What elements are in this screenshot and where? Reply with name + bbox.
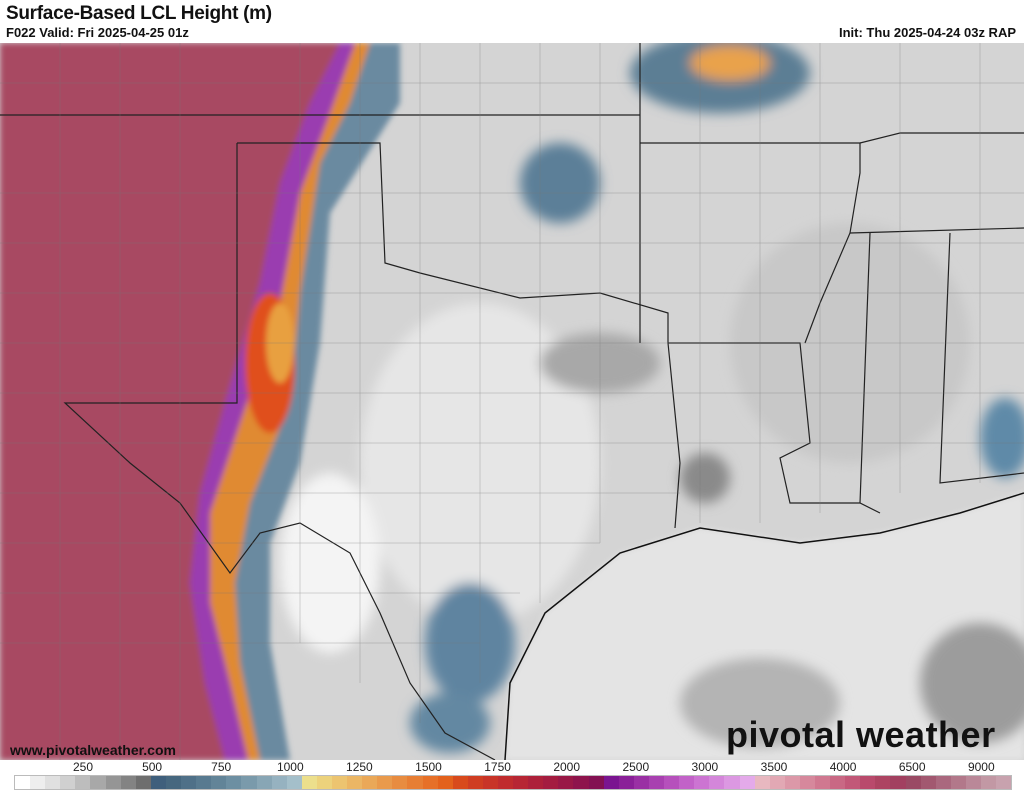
colorbar-swatch	[301, 776, 317, 789]
colorbar-label: 250	[72, 760, 94, 774]
colorbar-swatch	[920, 776, 936, 789]
pivotal-weather-logo: pivotal weather	[726, 714, 996, 755]
colorbar-swatch	[331, 776, 348, 789]
colorbar-label: 1000	[276, 760, 304, 774]
colorbar-label: 2000	[553, 760, 581, 774]
colorbar-swatch	[75, 776, 91, 789]
colorbar-label: 2500	[622, 760, 650, 774]
colorbar-label: 3500	[760, 760, 788, 774]
colorbar-swatch	[935, 776, 951, 789]
colorbar-swatch	[90, 776, 106, 789]
colorbar-swatch	[664, 776, 680, 789]
map-title: Surface-Based LCL Height (m)	[6, 3, 272, 24]
colorbar-swatch	[633, 776, 649, 789]
colorbar-swatch	[165, 776, 182, 789]
colorbar-swatch	[588, 776, 604, 789]
colorbar-swatch	[709, 776, 725, 789]
colorbar-swatch	[694, 776, 710, 789]
init-time: Init: Thu 2025-04-24 03z RAP	[839, 25, 1016, 40]
colorbar-swatch	[528, 776, 544, 789]
colorbar-label: 3000	[691, 760, 719, 774]
colorbar-swatch	[392, 776, 408, 789]
colorbar-swatch	[679, 776, 695, 789]
colorbar-swatch	[15, 776, 31, 789]
colorbar-label: 1750	[484, 760, 511, 774]
colorbar-swatch	[45, 776, 61, 789]
colorbar-swatch	[558, 776, 574, 789]
colorbar-swatch	[860, 776, 876, 789]
colorbar-swatch	[60, 776, 76, 789]
colorbar-swatch	[467, 776, 483, 789]
colorbar-swatch	[981, 776, 997, 789]
colorbar-label: 9000	[967, 760, 995, 774]
colorbar-swatch	[196, 776, 212, 789]
colorbar-swatch	[377, 776, 393, 789]
weather-map[interactable]	[0, 43, 1024, 760]
colorbar-swatch	[120, 776, 136, 789]
colorbar-label: 500	[142, 760, 163, 774]
colorbar-swatch	[422, 776, 438, 789]
colorbar-swatch	[845, 776, 861, 789]
colorbar-swatch	[241, 776, 257, 789]
colorbar-swatch	[905, 776, 921, 789]
colorbar-swatch	[513, 776, 529, 789]
colorbar-swatch	[618, 776, 634, 789]
colorbar-swatch	[648, 776, 665, 789]
colorbar-swatch	[724, 776, 740, 789]
colorbar-swatch	[347, 776, 363, 789]
colorbar-swatch	[784, 776, 800, 789]
colorbar-swatch	[573, 776, 589, 789]
colorbar-swatch	[799, 776, 815, 789]
colorbar-swatch	[105, 776, 121, 789]
colorbar-swatch	[226, 776, 242, 789]
colorbar-swatch	[30, 776, 46, 789]
colorbar-swatch	[452, 776, 468, 789]
colorbar-label: 750	[211, 760, 232, 774]
colorbar-label: 1500	[415, 760, 442, 774]
colorbar-swatch	[316, 776, 332, 789]
colorbar-label: 1250	[346, 760, 373, 774]
colorbar-swatch	[754, 776, 770, 789]
colorbar-swatch	[482, 776, 498, 789]
colorbar-swatch	[135, 776, 151, 789]
colorbar-swatch	[271, 776, 287, 789]
colorbar-swatch	[437, 776, 453, 789]
colorbar-label: 4000	[829, 760, 857, 774]
coastline	[504, 492, 1024, 760]
colorbar-swatch	[830, 776, 846, 789]
colorbar-swatch	[543, 776, 559, 789]
colorbar-swatch	[875, 776, 891, 789]
colorbar-swatch	[950, 776, 966, 789]
colorbar-swatch	[286, 776, 302, 789]
county-grid	[0, 43, 1024, 760]
colorbar-swatch	[890, 776, 906, 789]
colorbar-swatch	[996, 776, 1012, 789]
colorbar-swatch	[181, 776, 197, 789]
colorbar-swatch	[362, 776, 378, 789]
website-url: www.pivotalweather.com	[10, 742, 176, 758]
colorbar-swatch	[965, 776, 981, 789]
colorbar-swatch	[603, 776, 619, 789]
colorbar-swatch	[769, 776, 785, 789]
colorbar	[14, 775, 1012, 790]
gulf-water	[505, 493, 1024, 760]
colorbar-swatch	[256, 776, 272, 789]
valid-time: F022 Valid: Fri 2025-04-25 01z	[6, 25, 189, 40]
colorbar-label: 6500	[898, 760, 926, 774]
colorbar-swatch	[211, 776, 227, 789]
colorbar-swatch	[407, 776, 423, 789]
colorbar-swatch	[150, 776, 166, 789]
colorbar-swatch	[498, 776, 514, 789]
colorbar-swatch	[814, 776, 831, 789]
colorbar-swatch	[739, 776, 755, 789]
